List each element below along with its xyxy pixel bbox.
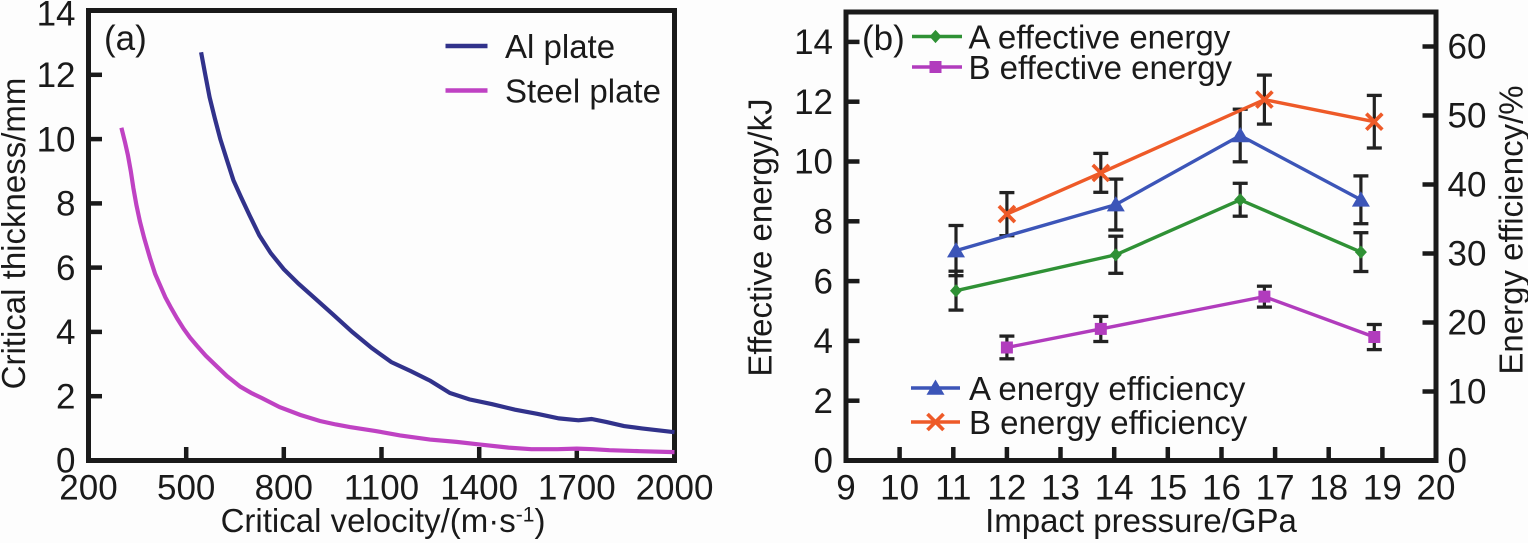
svg-text:9: 9	[836, 469, 855, 508]
svg-text:12: 12	[987, 469, 1026, 508]
svg-text:Energy efficiency/%: Energy efficiency/%	[1493, 85, 1528, 374]
svg-text:Critical velocity/(m·s-1): Critical velocity/(m·s-1)	[221, 502, 546, 539]
svg-text:(a): (a)	[104, 19, 147, 58]
svg-text:2: 2	[56, 377, 75, 416]
svg-text:A energy efficiency: A energy efficiency	[969, 370, 1246, 407]
svg-text:1700: 1700	[538, 469, 616, 508]
svg-text:11: 11	[935, 469, 971, 508]
svg-text:A effective energy: A effective energy	[969, 19, 1231, 56]
svg-text:10: 10	[880, 469, 919, 508]
svg-text:13: 13	[1041, 469, 1080, 508]
svg-text:18: 18	[1309, 469, 1348, 508]
svg-text:B energy efficiency: B energy efficiency	[969, 404, 1248, 441]
svg-text:14: 14	[37, 0, 76, 34]
svg-text:20: 20	[1417, 469, 1456, 508]
svg-text:1100: 1100	[344, 469, 419, 508]
svg-text:12: 12	[794, 83, 833, 122]
svg-text:4: 4	[814, 322, 833, 361]
svg-text:8: 8	[814, 203, 833, 242]
svg-text:6: 6	[814, 262, 833, 301]
svg-text:200: 200	[59, 469, 117, 508]
svg-text:17: 17	[1256, 469, 1295, 508]
svg-text:1400: 1400	[440, 469, 518, 508]
svg-text:Effective energy/kJ: Effective energy/kJ	[742, 98, 779, 376]
svg-text:12: 12	[37, 56, 76, 95]
svg-text:800: 800	[255, 469, 313, 508]
svg-text:15: 15	[1148, 469, 1187, 508]
svg-text:10: 10	[794, 143, 833, 182]
svg-text:10: 10	[1448, 373, 1487, 412]
svg-text:20: 20	[1448, 304, 1487, 343]
svg-text:Critical thickness/mm: Critical thickness/mm	[0, 78, 32, 390]
svg-text:8: 8	[56, 185, 75, 224]
svg-text:19: 19	[1363, 469, 1402, 508]
svg-text:50: 50	[1448, 97, 1487, 136]
svg-text:0: 0	[56, 442, 75, 481]
svg-text:Steel plate: Steel plate	[505, 73, 661, 110]
svg-text:(b): (b)	[862, 19, 905, 58]
svg-text:30: 30	[1448, 235, 1487, 274]
svg-text:500: 500	[157, 469, 215, 508]
svg-text:16: 16	[1202, 469, 1241, 508]
svg-text:2: 2	[814, 382, 833, 421]
svg-text:14: 14	[1095, 469, 1134, 508]
svg-text:Impact pressure/GPa: Impact pressure/GPa	[985, 502, 1297, 539]
svg-text:0: 0	[814, 442, 833, 481]
svg-text:Al plate: Al plate	[505, 28, 615, 65]
svg-text:B effective energy: B effective energy	[969, 49, 1233, 86]
svg-text:60: 60	[1448, 28, 1487, 67]
svg-text:14: 14	[794, 23, 833, 62]
svg-text:10: 10	[37, 120, 76, 159]
svg-text:0: 0	[1448, 442, 1467, 481]
svg-text:6: 6	[56, 249, 75, 288]
svg-text:2000: 2000	[636, 469, 714, 508]
svg-text:4: 4	[56, 313, 75, 352]
svg-text:40: 40	[1448, 166, 1487, 205]
